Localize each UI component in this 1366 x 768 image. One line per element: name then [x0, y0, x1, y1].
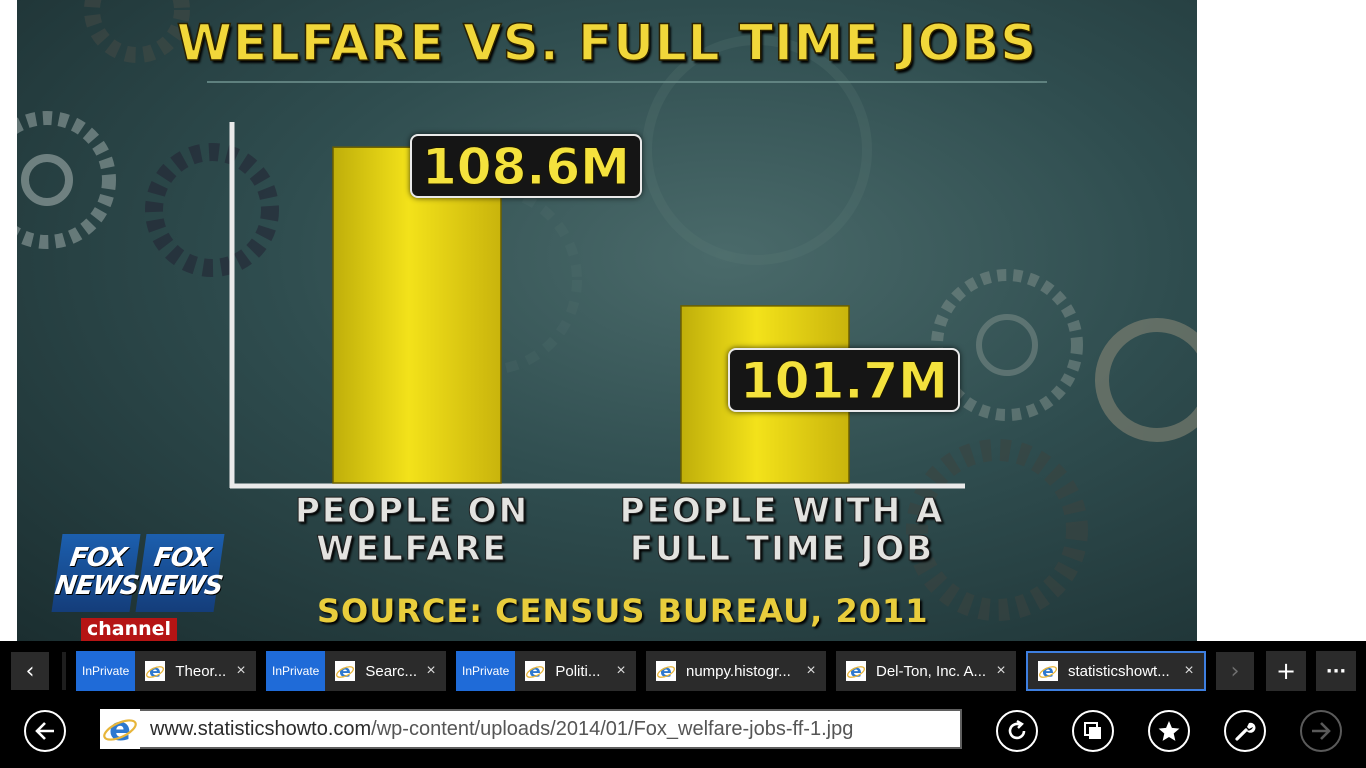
category-label-line: FULL TIME JOB: [629, 529, 935, 569]
chevron-right-icon: ›: [1230, 658, 1240, 684]
tab-title: statisticshowt...: [1068, 662, 1170, 680]
category-label-line: WELFARE: [316, 529, 508, 569]
plus-icon: +: [1275, 657, 1297, 685]
tab-item[interactable]: e numpy.histogr... ×: [646, 651, 826, 691]
close-icon[interactable]: ×: [426, 662, 436, 679]
ie-icon: e: [656, 661, 676, 681]
refresh-button[interactable]: [996, 710, 1038, 752]
forward-icon: [1312, 722, 1331, 740]
ie-icon: e: [335, 661, 356, 681]
category-label-line: PEOPLE ON: [294, 491, 530, 531]
url-text: www.statisticshowto.com/wp-content/uploa…: [150, 718, 853, 741]
inprivate-badge: InPrivate: [266, 651, 326, 691]
logo-line: NEWS: [53, 571, 141, 601]
gear-decoration-icon: [17, 0, 1197, 621]
tab-options-button[interactable]: ···: [1316, 651, 1356, 691]
url-field[interactable]: e www.statisticshowto.com/wp-content/upl…: [100, 709, 962, 749]
close-icon[interactable]: ×: [806, 662, 816, 679]
svg-text:e: e: [660, 662, 672, 681]
ie-icon: e: [525, 661, 546, 681]
chart-source: SOURCE: CENSUS BUREAU, 2011: [317, 592, 929, 630]
favorites-icon: [1158, 721, 1180, 741]
tab-title: numpy.histogr...: [686, 662, 791, 680]
displayed-image: WELFARE VS. FULL TIME JOBS 108.6M 101.7M…: [17, 0, 1197, 641]
close-icon[interactable]: ×: [616, 662, 626, 679]
close-icon[interactable]: ×: [236, 662, 246, 679]
logo-box: FOX NEWS: [135, 534, 225, 612]
logo-line: NEWS: [137, 571, 225, 601]
close-icon[interactable]: ×: [1184, 662, 1194, 679]
close-icon[interactable]: ×: [996, 662, 1006, 679]
tab-title: Searc...: [365, 662, 416, 680]
chart-svg: [17, 0, 1197, 621]
category-label-line: PEOPLE WITH A: [619, 491, 945, 531]
tab-separator: [62, 652, 66, 690]
ie-icon: e: [1038, 661, 1058, 681]
tab-item[interactable]: InPrivate e Theor... ×: [76, 651, 256, 691]
category-label-welfare: PEOPLE ON WELFARE: [272, 491, 552, 569]
back-button[interactable]: [24, 710, 66, 752]
data-label-full-time: 101.7M: [728, 348, 960, 412]
ie-icon: e: [145, 661, 166, 681]
image-viewport[interactable]: WELFARE VS. FULL TIME JOBS 108.6M 101.7M…: [0, 0, 1366, 641]
site-ie-icon: e: [100, 709, 140, 749]
svg-text:e: e: [150, 662, 162, 681]
address-bar: e www.statisticshowto.com/wp-content/upl…: [0, 701, 1366, 768]
fox-news-logo: FOX NEWS FOX NEWS channel: [51, 534, 225, 641]
tools-icon: [1235, 722, 1256, 741]
logo-box: FOX NEWS: [51, 534, 141, 612]
chevron-left-icon: ‹: [25, 658, 35, 684]
logo-line: FOX: [152, 543, 213, 573]
chart-title: WELFARE VS. FULL TIME JOBS: [176, 13, 1038, 73]
url-domain: www.statisticshowto.com: [150, 717, 372, 740]
tab-title: Theor...: [175, 662, 226, 680]
tab-item[interactable]: InPrivate e Searc... ×: [266, 651, 446, 691]
logo-channel: channel: [81, 618, 178, 641]
tab-item-active[interactable]: e statisticshowt... ×: [1026, 651, 1206, 691]
ellipsis-icon: ···: [1325, 660, 1347, 682]
tabs-button[interactable]: [1072, 710, 1114, 752]
new-tab-button[interactable]: +: [1266, 651, 1306, 691]
inprivate-badge: InPrivate: [76, 651, 136, 691]
category-label-full-time: PEOPLE WITH A FULL TIME JOB: [602, 491, 962, 569]
refresh-icon: [1008, 719, 1026, 740]
tools-button[interactable]: [1224, 710, 1266, 752]
favorites-button[interactable]: [1148, 710, 1190, 752]
url-path: /wp-content/uploads/2014/01/Fox_welfare-…: [371, 717, 854, 740]
svg-text:e: e: [1042, 662, 1054, 681]
svg-text:e: e: [340, 662, 352, 681]
inprivate-badge: InPrivate: [456, 651, 516, 691]
tab-bar: ‹ InPrivate e Theor... × InPrivate e Sea…: [0, 641, 1366, 701]
tab-title: Politi...: [555, 662, 601, 680]
tabs-prev-button[interactable]: ‹: [11, 652, 49, 690]
tabs-next-button[interactable]: ›: [1216, 652, 1254, 690]
svg-text:e: e: [530, 662, 542, 681]
tab-item[interactable]: InPrivate e Politi... ×: [456, 651, 636, 691]
forward-button[interactable]: [1300, 710, 1342, 752]
data-label-welfare: 108.6M: [410, 134, 642, 198]
bar-welfare: [332, 146, 502, 484]
tab-item[interactable]: e Del-Ton, Inc. A... ×: [836, 651, 1016, 691]
back-icon: [35, 722, 54, 740]
ie-icon: e: [846, 661, 866, 681]
svg-text:e: e: [850, 662, 862, 681]
svg-text:e: e: [109, 710, 131, 748]
tab-title: Del-Ton, Inc. A...: [876, 662, 986, 680]
logo-line: FOX: [68, 543, 129, 573]
tabs-icon: [1084, 722, 1101, 739]
